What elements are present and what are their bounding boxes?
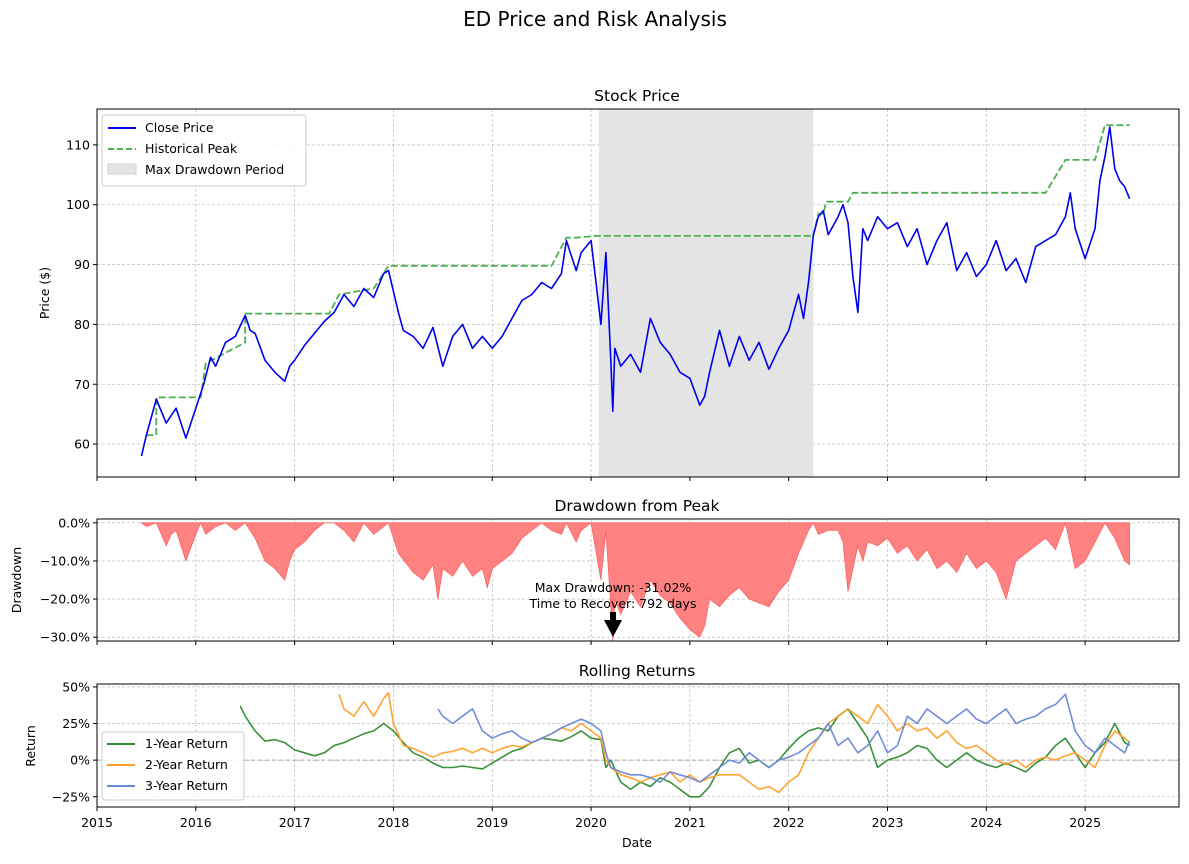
figure-title: ED Price and Risk Analysis	[463, 7, 727, 31]
returns-y-tick-label: 0%	[70, 753, 90, 768]
returns-x-ticks: 2015 2016 2017 2018 2019 2020 2021 2022 2023 2024…	[81, 807, 1101, 830]
drawdown-plot-area	[140, 521, 1130, 642]
x-tick-label: 2019	[476, 815, 508, 830]
time-to-recover-annotation-line2: Time to Recover: 792 days	[529, 596, 697, 611]
price-panel: Stock Price Price ($) 60 70 80 90 100 110 Clo…	[37, 87, 1180, 481]
x-tick-label: 2022	[773, 815, 805, 830]
returns-y-ticks: −25% 0% 25% 50%	[52, 679, 97, 804]
x-axis-label: Date	[622, 835, 652, 850]
drawdown-y-tick-label: −20.0%	[40, 592, 90, 607]
x-tick-label: 2020	[575, 815, 607, 830]
price-axes-frame	[96, 108, 1180, 478]
x-tick-label: 2017	[279, 815, 311, 830]
drawdown-y-tick-label: −10.0%	[40, 553, 90, 568]
max-drawdown-shade	[598, 109, 814, 477]
returns-panel-title: Rolling Returns	[579, 662, 696, 680]
drawdown-panel-title: Drawdown from Peak	[554, 497, 719, 515]
price-legend: Close Price Historical Peak Max Drawdown…	[101, 114, 307, 187]
returns-plot-area	[97, 691, 1179, 798]
price-y-tick-label: 100	[66, 197, 90, 212]
legend-label-1y: 1-Year Return	[145, 736, 228, 751]
three-year-return-line	[437, 693, 1131, 783]
close-price-line	[140, 126, 1131, 457]
price-plot-area	[140, 109, 1131, 477]
x-tick-label: 2015	[81, 815, 113, 830]
returns-y-tick-label: 25%	[62, 716, 90, 731]
drawdown-panel: Drawdown from Peak Drawdown 0.0% −10.0% −2…	[9, 497, 1180, 645]
drawdown-ylabel: Drawdown	[9, 547, 24, 613]
price-legend-box	[101, 114, 307, 187]
returns-grid	[96, 684, 1179, 807]
price-y-tick-label: 70	[74, 377, 90, 392]
price-y-tick-label: 110	[66, 137, 90, 152]
price-x-ticks	[96, 477, 1086, 481]
x-tick-label: 2025	[1069, 815, 1101, 830]
two-year-return-line	[338, 691, 1131, 794]
drawdown-axes-frame	[96, 518, 1180, 642]
returns-legend: 1-Year Return 2-Year Return 3-Year Retur…	[101, 731, 245, 801]
max-drawdown-annotation-line1: Max Drawdown: -31.02%	[535, 580, 692, 595]
x-tick-label: 2024	[970, 815, 1002, 830]
returns-ylabel: Return	[23, 725, 38, 766]
returns-axes-frame	[96, 683, 1180, 808]
price-ylabel: Price ($)	[37, 267, 52, 319]
x-tick-label: 2021	[674, 815, 706, 830]
one-year-return-line	[239, 705, 1131, 798]
price-y-tick-label: 80	[74, 317, 90, 332]
legend-label-peak: Historical Peak	[145, 141, 238, 156]
legend-label-3y: 3-Year Return	[145, 778, 228, 793]
drawdown-x-ticks	[96, 641, 1086, 645]
annotation-arrow	[604, 612, 622, 637]
legend-label-2y: 2-Year Return	[145, 757, 228, 772]
legend-label-shade: Max Drawdown Period	[145, 162, 284, 177]
drawdown-y-tick-label: 0.0%	[58, 515, 90, 530]
price-panel-title: Stock Price	[594, 87, 680, 105]
returns-panel: Rolling Returns Return −25% 0% 25% 50% 2015…	[23, 662, 1180, 830]
price-y-tick-label: 60	[74, 437, 90, 452]
price-y-tick-label: 90	[74, 257, 90, 272]
price-y-ticks: 60 70 80 90 100 110	[66, 137, 97, 452]
legend-label-close: Close Price	[145, 120, 214, 135]
drawdown-y-ticks: 0.0% −10.0% −20.0% −30.0%	[40, 515, 97, 645]
drawdown-area	[140, 521, 1130, 642]
x-tick-label: 2023	[872, 815, 904, 830]
legend-swatch-shade	[107, 163, 137, 175]
x-tick-label: 2018	[378, 815, 410, 830]
x-tick-label: 2016	[180, 815, 212, 830]
returns-y-tick-label: 50%	[62, 679, 90, 694]
drawdown-y-tick-label: −30.0%	[40, 630, 90, 645]
returns-y-tick-label: −25%	[52, 789, 90, 804]
returns-legend-box	[101, 731, 245, 801]
